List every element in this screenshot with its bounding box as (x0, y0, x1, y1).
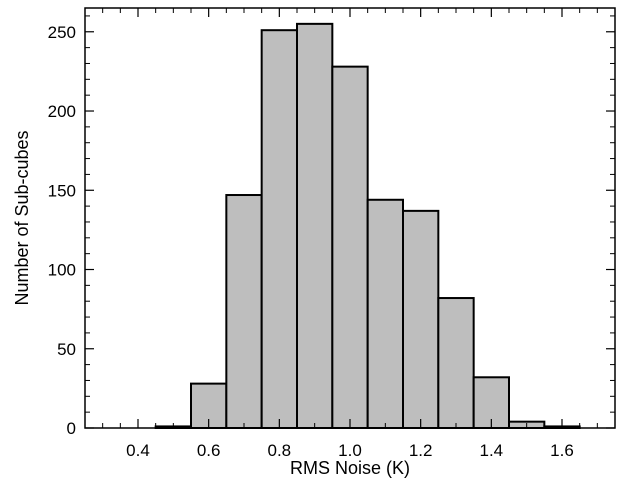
y-tick-label: 150 (48, 181, 76, 200)
x-axis-label: RMS Noise (K) (290, 458, 410, 478)
histogram-bar-1.2 (402, 209, 440, 429)
y-tick-label: 100 (48, 261, 76, 280)
plot-frame (84, 7, 616, 429)
tick-labels-group: 0.4 0.6 0.8 1.0 1.2 1.4 1.6 0 50 100 150 200 250 (48, 23, 574, 460)
bars-group (154, 22, 581, 430)
histogram-bar-0.8 (260, 29, 298, 429)
x-tick-label: 1.4 (480, 441, 504, 460)
histogram-bar-1.0 (331, 65, 369, 429)
y-tick-label: 0 (67, 419, 76, 438)
x-tick-label: 1.2 (409, 441, 433, 460)
histogram-bar-1.1 (366, 198, 404, 429)
histogram-bar-0.9 (296, 22, 334, 429)
y-tick-label: 200 (48, 102, 76, 121)
x-tick-label: 1.6 (550, 441, 574, 460)
y-axis-label: Number of Sub-cubes (12, 130, 32, 305)
histogram-bar-0.7 (225, 194, 263, 429)
x-tick-label: 1.0 (338, 441, 362, 460)
histogram-bar-1.3 (437, 297, 475, 430)
x-tick-label: 0.4 (126, 441, 150, 460)
y-tick-label: 50 (57, 340, 76, 359)
y-tick-label: 250 (48, 23, 76, 42)
x-tick-label: 0.6 (197, 441, 221, 460)
x-tick-label: 0.8 (268, 441, 292, 460)
